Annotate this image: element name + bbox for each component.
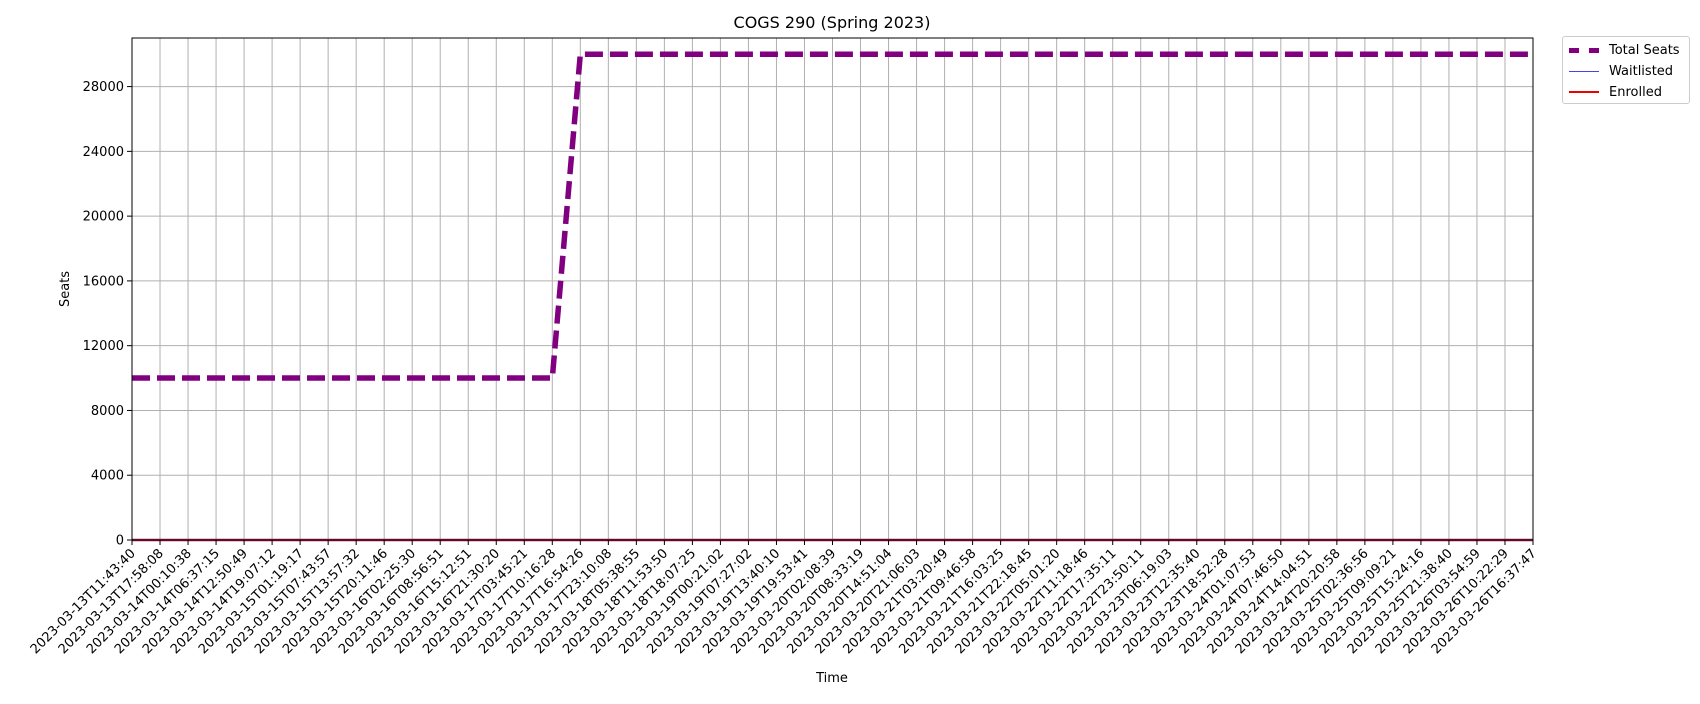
y-tick-label: 28000 (83, 80, 124, 95)
legend: Total Seats Waitlisted Enrolled (1562, 36, 1690, 104)
legend-label-waitlisted: Waitlisted (1609, 63, 1674, 79)
chart-title: COGS 290 (Spring 2023) (734, 13, 931, 32)
tick-layer: 2023-03-13T11:43:402023-03-13T17:58:0820… (28, 80, 1540, 657)
series-line-total-seats (132, 51, 1533, 381)
legend-swatch-total-seats (1569, 47, 1599, 53)
legend-item-total-seats: Total Seats (1569, 40, 1680, 60)
y-tick-label: 8000 (91, 404, 124, 419)
legend-item-enrolled: Enrolled (1569, 82, 1662, 102)
y-tick-label: 20000 (83, 210, 124, 225)
grid-layer (131, 38, 1534, 541)
legend-item-waitlisted: Waitlisted (1569, 61, 1673, 81)
y-axis-label: Seats (58, 271, 73, 307)
legend-swatch-waitlisted (1569, 70, 1599, 72)
legend-label-total-seats: Total Seats (1609, 42, 1680, 58)
y-tick-label: 0 (116, 534, 124, 549)
legend-swatch-enrolled (1569, 91, 1599, 93)
y-tick-label: 16000 (83, 274, 124, 289)
legend-label-enrolled: Enrolled (1609, 84, 1662, 100)
y-tick-label: 4000 (91, 469, 124, 484)
y-tick-label: 24000 (83, 145, 124, 160)
x-axis-label: Time (815, 671, 848, 686)
y-tick-label: 12000 (83, 339, 124, 354)
